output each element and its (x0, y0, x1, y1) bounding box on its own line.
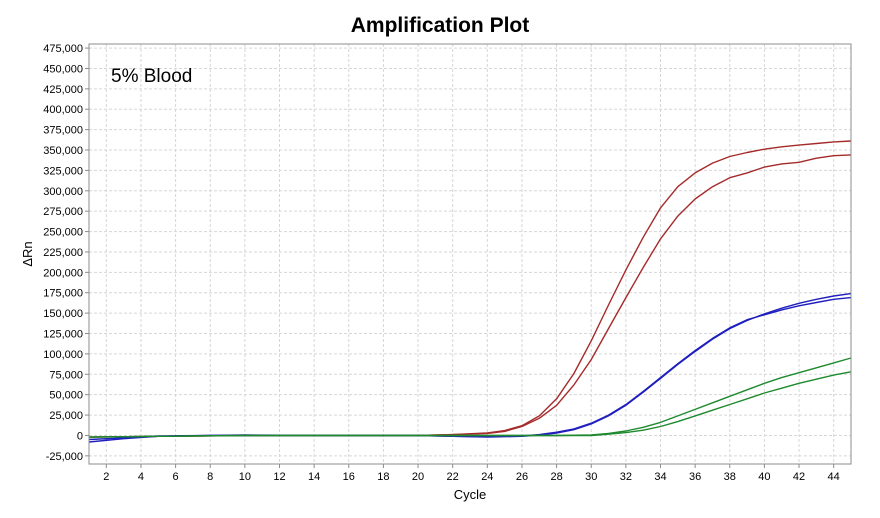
y-tick-label: 25,000 (49, 410, 83, 422)
x-tick-label: 22 (447, 471, 459, 483)
x-tick-label: 36 (689, 471, 701, 483)
x-tick-label: 26 (516, 471, 528, 483)
y-tick-label: 175,000 (43, 288, 83, 300)
y-tick-label: -25,000 (46, 451, 83, 463)
x-tick-label: 16 (343, 471, 355, 483)
x-tick-label: 2 (103, 471, 109, 483)
y-tick-label: 475,000 (43, 43, 83, 55)
plot-area-frame (88, 43, 852, 465)
x-tick-label: 42 (793, 471, 805, 483)
x-tick-label: 8 (207, 471, 213, 483)
grid-layer (89, 44, 851, 464)
x-tick-label: 24 (481, 471, 493, 483)
chart-title: Amplification Plot (350, 14, 530, 37)
y-tick-label: 325,000 (43, 165, 83, 177)
y-tick-label: 400,000 (43, 104, 83, 116)
y-tick-label: 0 (77, 430, 83, 442)
y-tick-label: 350,000 (43, 145, 83, 157)
y-tick-label: 75,000 (49, 369, 83, 381)
series-line-blue-3 (88, 292, 852, 443)
x-tick-label: 12 (273, 471, 285, 483)
x-tick-label: 18 (377, 471, 389, 483)
annotation-label: 5% Blood (111, 66, 192, 87)
tick-layer: 2 4 6 8 10 12 14 16 18 20 22 24 26 28 30 32 34 36 38 40 42 44… (43, 43, 840, 483)
x-tick-label: 4 (138, 471, 144, 483)
y-tick-label: 375,000 (43, 125, 83, 137)
x-tick-label: 44 (828, 471, 840, 483)
x-tick-label: 28 (550, 471, 562, 483)
series-line-green-6 (88, 371, 852, 438)
x-axis-label: Cycle (454, 487, 487, 502)
y-tick-label: 225,000 (43, 247, 83, 259)
y-tick-label: 100,000 (43, 349, 83, 361)
y-tick-label: 200,000 (43, 267, 83, 279)
series-line-green-5 (88, 357, 852, 438)
x-tick-label: 38 (724, 471, 736, 483)
x-tick-label: 30 (585, 471, 597, 483)
y-tick-label: 275,000 (43, 206, 83, 218)
series-line-blue-4 (88, 296, 852, 441)
y-axis-label: ΔRn (20, 241, 35, 266)
x-tick-label: 34 (654, 471, 666, 483)
x-tick-label: 40 (758, 471, 770, 483)
x-tick-label: 14 (308, 471, 320, 483)
x-tick-label: 10 (239, 471, 251, 483)
series-line-red-1 (88, 140, 852, 438)
y-tick-label: 450,000 (43, 63, 83, 75)
x-tick-label: 6 (173, 471, 179, 483)
x-tick-label: 20 (412, 471, 424, 483)
y-tick-label: 125,000 (43, 329, 83, 341)
y-tick-label: 250,000 (43, 227, 83, 239)
series-layer (88, 140, 852, 443)
x-tick-label: 32 (620, 471, 632, 483)
y-tick-label: 150,000 (43, 308, 83, 320)
y-tick-label: 300,000 (43, 186, 83, 198)
y-tick-label: 50,000 (49, 390, 83, 402)
y-tick-label: 425,000 (43, 84, 83, 96)
